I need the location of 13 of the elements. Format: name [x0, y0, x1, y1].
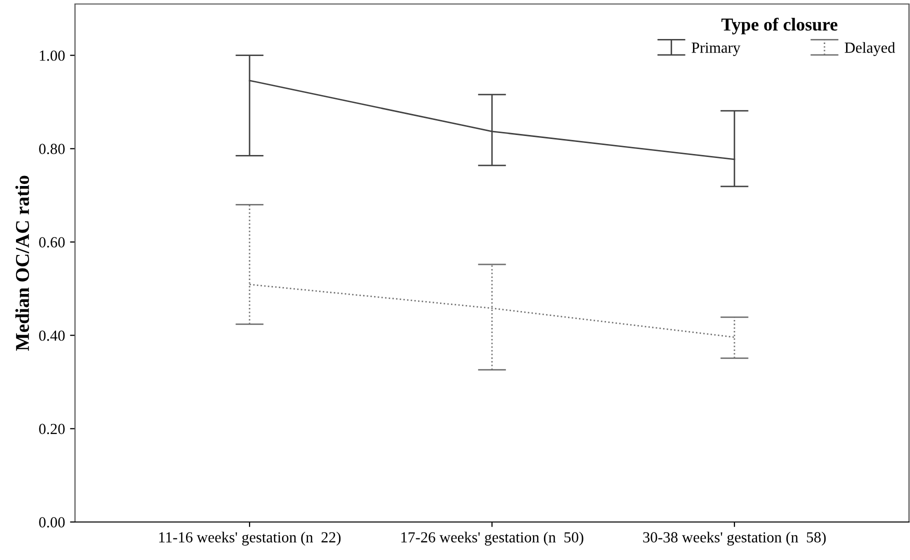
y-tick-label: 0.40 — [39, 330, 65, 341]
legend-label: Primary — [692, 42, 740, 56]
y-tick-label: 0.00 — [39, 517, 65, 528]
y-tick-label: 1.00 — [40, 50, 65, 61]
legend-label: Delayed — [844, 42, 896, 56]
x-tick-label: 30-38 weeks' gestation (n 58) — [643, 532, 826, 546]
legend-title: Type of closure — [721, 18, 838, 34]
y-tick-label: 0.20 — [39, 424, 65, 434]
y-tick-label: 0.60 — [39, 237, 65, 248]
y-axis-title: Median OC/AC ratio — [15, 176, 30, 351]
x-tick-label: 17-26 weeks' gestation (n 50) — [401, 532, 584, 546]
y-tick-label: 0.80 — [39, 144, 65, 154]
x-tick-label: 11-16 weeks' gestation (n 22) — [159, 532, 341, 546]
